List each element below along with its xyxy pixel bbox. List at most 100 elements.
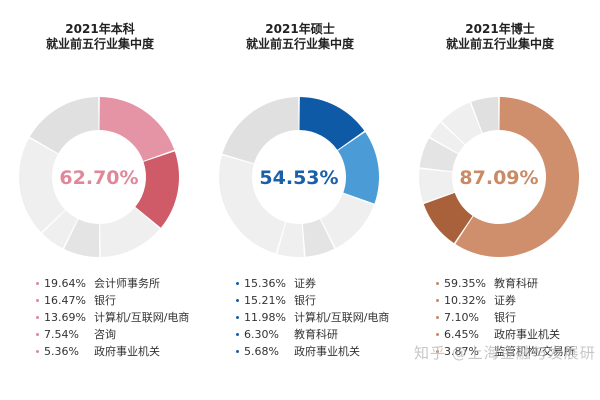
panel-doctorate: 2021年博士 就业前五行业集中度 87.09% 59.35% 教育科研 10.3… [400,0,600,400]
legend-value: 13.69% [44,311,86,324]
donut-slice [419,138,458,172]
panel-undergraduate: 2021年本科 就业前五行业集中度 62.70% 19.64% 会计师事务所 16… [0,0,200,400]
legend: 59.35% 教育科研 10.32% 证券 7.10% 银行 6.45% 政府事业机关 … [436,275,600,360]
legend-label: 监管机构/交易所 [494,345,575,358]
legend-value: 15.36% [244,277,286,290]
legend-value: 7.10% [444,311,479,324]
legend-dot [436,349,439,353]
legend-item: 10.32% 证券 [436,292,600,309]
legend-item: 13.69% 计算机/互联网/电商 [36,309,200,326]
donut-slice [64,219,100,257]
legend-item: 5.68% 政府事业机关 [236,343,400,360]
legend-item: 11.98% 计算机/互联网/电商 [236,309,400,326]
donut-slice [419,168,455,203]
title-line-1: 2021年本科 [65,22,135,36]
legend-dot [36,298,39,302]
watermark: 知乎 @上海金融与发展研 [414,344,596,362]
legend-label: 证券 [494,294,516,307]
legend-label: 政府事业机关 [94,345,160,358]
donut-slice-other [441,102,482,145]
donut-slice-other [29,97,99,154]
donut-slice-other [471,97,499,133]
legend-dot [236,332,239,336]
legend-value: 6.45% [444,328,479,341]
donut-slice-other [218,155,286,254]
legend: 19.64% 会计师事务所 16.47% 银行 13.69% 计算机/互联网/电商 7… [36,275,200,360]
legend-dot [436,332,439,336]
donut-slice [302,219,335,257]
chart-title: 2021年硕士 就业前五行业集中度 [200,22,400,52]
legend-dot [436,298,439,302]
donut-slice [277,222,304,257]
donut-slice [42,210,78,249]
legend-value: 59.35% [444,277,486,290]
legend-item: 3.87% 监管机构/交易所 [436,343,600,360]
legend-item: 59.35% 教育科研 [436,275,600,292]
legend-label: 证券 [294,277,316,290]
legend-value: 3.87% [444,345,479,358]
donut-chart: 54.53% [218,97,379,257]
legend-value: 6.30% [244,328,279,341]
donut-slice [135,151,179,228]
legend-dot [36,315,39,319]
donut-chart: 62.70% [19,97,179,257]
legend-item: 7.10% 银行 [436,309,600,326]
donut-slice-other [222,97,299,164]
donut-slice [455,97,579,257]
legend-item: 7.54% 咨询 [36,326,200,343]
legend-label: 咨询 [94,328,116,341]
legend-dot [36,281,39,285]
legend-dot [236,349,239,353]
legend-label: 会计师事务所 [94,277,160,290]
legend-item: 6.45% 政府事业机关 [436,326,600,343]
donut-chart: 87.09% [419,97,579,257]
donut-slice [99,97,175,162]
legend-dot [436,281,439,285]
donut-slice [423,192,473,244]
legend-label: 计算机/互联网/电商 [294,311,390,324]
legend-value: 19.64% [44,277,86,290]
title-line-1: 2021年博士 [465,22,535,36]
legend-item: 15.36% 证券 [236,275,400,292]
legend-item: 19.64% 会计师事务所 [36,275,200,292]
donut-slice [429,122,465,154]
title-line-2: 就业前五行业集中度 [445,37,554,51]
legend-dot [36,349,39,353]
legend-label: 政府事业机关 [494,328,560,341]
legend: 15.36% 证券 15.21% 银行 11.98% 计算机/互联网/电商 6.30%… [236,275,400,360]
donut-slice [299,97,365,150]
legend-item: 16.47% 银行 [36,292,200,309]
donut-slice [320,193,374,249]
donut-slice [337,132,379,204]
legend-label: 计算机/互联网/电商 [94,311,190,324]
legend-label: 银行 [294,294,316,307]
legend-label: 政府事业机关 [294,345,360,358]
center-percentage: 62.70% [59,167,138,189]
legend-label: 教育科研 [494,277,538,290]
legend-dot [436,315,439,319]
panel-master: 2021年硕士 就业前五行业集中度 54.53% 15.36% 证券 15.21%… [200,0,400,400]
legend-value: 5.68% [244,345,279,358]
title-line-2: 就业前五行业集中度 [245,37,354,51]
center-percentage: 54.53% [259,167,338,189]
legend-value: 16.47% [44,294,86,307]
legend-dot [236,315,239,319]
donut-slice [100,207,160,257]
legend-value: 10.32% [444,294,486,307]
chart-title: 2021年本科 就业前五行业集中度 [0,22,200,52]
legend-label: 银行 [494,311,516,324]
legend-label: 教育科研 [294,328,338,341]
legend-value: 7.54% [44,328,79,341]
legend-value: 5.36% [44,345,79,358]
chart-title: 2021年博士 就业前五行业集中度 [400,22,600,52]
title-line-2: 就业前五行业集中度 [45,37,154,51]
legend-dot [36,332,39,336]
legend-item: 15.21% 银行 [236,292,400,309]
legend-value: 15.21% [244,294,286,307]
legend-value: 11.98% [244,311,286,324]
legend-item: 6.30% 教育科研 [236,326,400,343]
legend-dot [236,298,239,302]
donut-slice-other [19,138,66,233]
center-percentage: 87.09% [459,167,538,189]
legend-dot [236,281,239,285]
